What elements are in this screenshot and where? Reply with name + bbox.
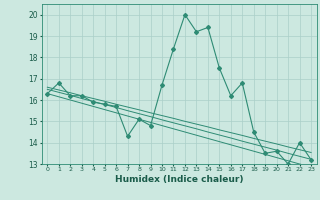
X-axis label: Humidex (Indice chaleur): Humidex (Indice chaleur) [115, 175, 244, 184]
